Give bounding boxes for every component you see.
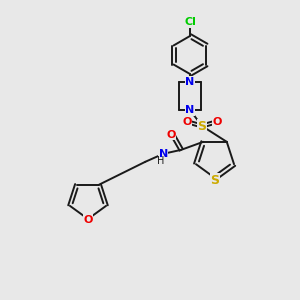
- Text: S: S: [211, 173, 220, 187]
- Text: N: N: [185, 77, 195, 87]
- Text: O: O: [182, 117, 192, 127]
- Text: N: N: [159, 149, 168, 159]
- Text: O: O: [212, 117, 222, 127]
- Text: O: O: [167, 130, 176, 140]
- Text: S: S: [197, 119, 206, 133]
- Text: H: H: [157, 156, 164, 166]
- Text: O: O: [83, 215, 93, 225]
- Text: N: N: [185, 105, 195, 115]
- Text: Cl: Cl: [184, 17, 196, 27]
